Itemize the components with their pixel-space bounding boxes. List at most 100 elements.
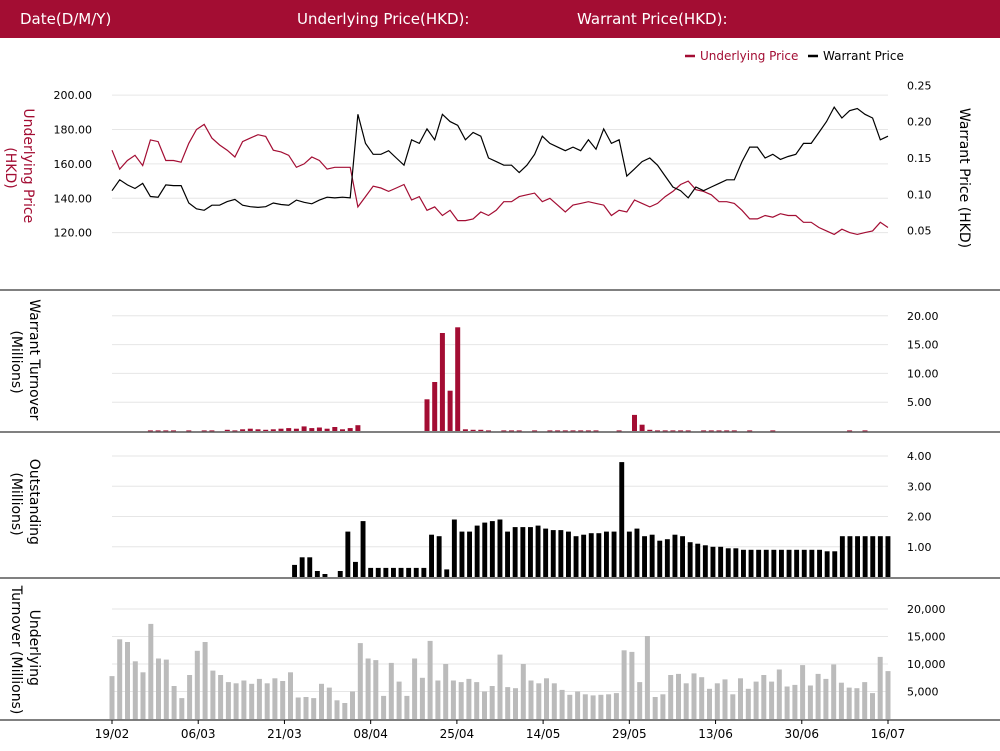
underlying-turnover-bar <box>458 682 464 719</box>
warrant-turnover-bar <box>862 430 868 432</box>
warrant-turnover-bar <box>286 428 292 431</box>
underlying-turnover-bar <box>613 693 619 719</box>
outstanding-bar <box>779 549 784 577</box>
outstanding-bar <box>786 549 792 577</box>
underlying-turnover-bar <box>450 680 456 719</box>
warrant-turnover-bar <box>562 430 568 432</box>
underlying-turnover-bar <box>676 673 681 719</box>
underlying-turnover-bar <box>334 700 340 719</box>
outstanding-bar <box>406 567 412 577</box>
outstanding-bar <box>322 574 328 577</box>
warrant-turnover-bar <box>516 430 522 432</box>
underlying-turnover-bar <box>288 672 293 720</box>
outstanding-bar <box>794 549 800 577</box>
warrant-turnover-bar <box>186 430 192 432</box>
outstanding-bar <box>535 525 541 577</box>
outstanding-bar <box>588 533 594 577</box>
warrant-turnover-bar <box>455 327 461 431</box>
underlying-turnover-bar <box>404 695 410 719</box>
outstanding-bar <box>444 569 450 577</box>
underlying-turnover-bar <box>590 695 596 719</box>
underlying-turnover-bar <box>551 683 557 720</box>
underlying-turnover-bar <box>730 694 736 720</box>
underlying-turnover-bar <box>225 682 231 719</box>
bar-tick-label: 10,000 <box>907 658 946 671</box>
warrant-turnover-bar <box>316 427 322 431</box>
underlying-turnover-bar <box>846 687 852 719</box>
underlying-turnover-title-line1: Underlying <box>26 610 42 686</box>
outstanding-bar <box>763 549 769 577</box>
warrant-turnover-bar <box>632 414 637 431</box>
warrant-turnover-bar <box>447 390 453 431</box>
outstanding-bar <box>710 546 716 577</box>
underlying-turnover-bar <box>194 650 200 719</box>
underlying-turnover-bar <box>148 623 154 719</box>
underlying-turnover-bar <box>683 683 689 720</box>
underlying-turnover-bar <box>241 680 247 719</box>
warrant-turnover-bar <box>716 430 722 432</box>
outstanding-bar <box>543 528 549 577</box>
right-axis-title: Warrant Price (HKD) <box>956 108 972 248</box>
bar-tick-label: 2.00 <box>907 511 932 524</box>
outstanding-bar <box>360 521 366 577</box>
outstanding-bar <box>756 549 762 577</box>
underlying-turnover-bar <box>800 665 806 719</box>
bar-tick-label: 20.00 <box>907 310 939 323</box>
right-tick-label: 0.15 <box>907 152 932 165</box>
warrant-turnover-bar <box>163 430 169 432</box>
outstanding-bar <box>292 564 297 577</box>
underlying-turnover-bar <box>311 698 317 719</box>
underlying-turnover-bar <box>885 671 891 719</box>
outstanding-bar <box>801 549 807 577</box>
bar-tick-label: 15.00 <box>907 339 939 352</box>
outstanding-bar <box>482 522 488 577</box>
underlying-turnover-bar <box>381 695 387 719</box>
warrant-price-line <box>111 105 889 211</box>
underlying-turnover-bar <box>272 678 278 719</box>
warrant-turnover-bar <box>724 430 730 432</box>
warrant-turnover-bar <box>593 430 599 432</box>
underlying-turnover-bar <box>187 675 193 719</box>
outstanding-bar <box>467 531 472 577</box>
warrant-turnover-bar <box>662 430 668 432</box>
warrant-turnover-bar <box>355 425 361 431</box>
warrant-turnover-bar <box>486 430 491 432</box>
warrant-turnover-bar <box>232 430 238 432</box>
warrant-turnover-bar <box>731 430 737 432</box>
underlying-turnover-bar <box>513 688 518 719</box>
x-tick-label: 19/02 <box>95 727 130 741</box>
x-tick-label: 16/07 <box>871 727 906 741</box>
warrant-turnover-bar <box>201 430 207 432</box>
legend-underlying-text: Underlying Price <box>700 49 798 63</box>
warrant-turnover-bar <box>770 430 776 432</box>
underlying-turnover-bar <box>660 694 666 720</box>
underlying-turnover-bar <box>769 681 775 719</box>
chart-area: 120.00 140.00 160.00 180.00 200.00 0.05 0.10 0.… <box>0 49 1000 741</box>
outstanding-bar <box>345 531 351 577</box>
warrant-turnover-bar <box>424 399 430 431</box>
warrant-turnover-bar <box>655 430 660 432</box>
left-axis-title: Underlying Price (HKD) <box>2 108 36 227</box>
x-tick-label: 13/06 <box>698 727 733 741</box>
underlying-turnover-bar <box>575 691 581 719</box>
underlying-turnover-bar <box>109 676 115 719</box>
outstanding-bar <box>885 536 891 577</box>
underlying-turnover-bar <box>419 677 425 720</box>
underlying-turnover-bar <box>171 686 177 719</box>
warrant-turnover-bar <box>747 430 753 432</box>
underlying-turnover-bar <box>831 664 837 719</box>
warrant-turnover-bar <box>171 430 176 432</box>
warrant-turnover-bar <box>708 430 714 432</box>
underlying-turnover-bar <box>559 689 565 719</box>
outstanding-title-line1: Outstanding <box>26 459 42 545</box>
warrant-price-label: Warrant Price(HKD): <box>577 10 728 28</box>
warrant-turnover-bar <box>678 430 684 432</box>
outstanding-bar <box>855 536 860 577</box>
underlying-turnover-bar <box>854 688 860 719</box>
warrant-turnover-bar <box>155 430 161 432</box>
warrant-turnover-bar <box>340 429 345 431</box>
left-tick-label: 200.00 <box>54 89 93 102</box>
warrant-turnover-bar <box>547 430 553 432</box>
outstanding-bar <box>391 567 396 577</box>
outstanding-bar <box>375 567 381 577</box>
